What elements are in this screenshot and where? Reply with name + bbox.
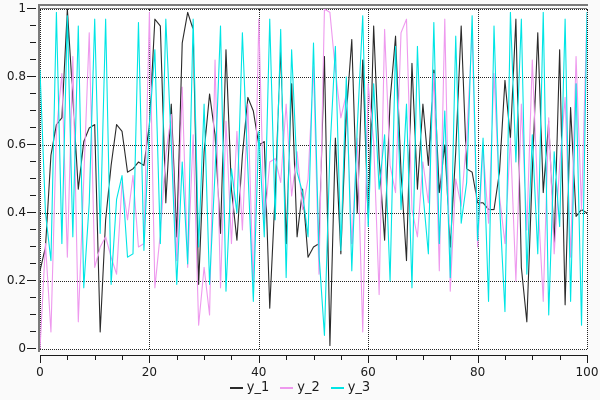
x-axis-major-tick [477, 355, 479, 363]
legend-item-y_3[interactable]: y_3 [330, 380, 371, 395]
x-axis-minor-tick [313, 355, 315, 360]
y-axis-tick-label: 0 [18, 341, 26, 355]
y-axis-tick-label: 1 [18, 1, 26, 15]
gridline-horizontal [40, 349, 587, 350]
plot-area [40, 8, 588, 350]
y-axis-tick-label: 0.8 [6, 69, 26, 83]
x-axis-tick-label: 60 [360, 365, 376, 379]
x-axis-major-tick [149, 355, 151, 363]
y-axis-major-tick [27, 76, 36, 77]
y-axis-major-tick [27, 212, 36, 213]
x-axis-tick-label: 100 [575, 365, 599, 379]
y-axis-minor-tick [30, 314, 36, 315]
legend-label-y_2: y_2 [297, 380, 320, 395]
gridline-vertical [587, 9, 588, 349]
x-axis-tick-label: 20 [141, 365, 158, 379]
y-axis-major-tick [27, 144, 36, 145]
gridline-vertical [149, 9, 151, 349]
y-axis-minor-tick [30, 229, 36, 230]
gridline-horizontal [40, 9, 587, 10]
x-axis-tick-label: 80 [469, 365, 486, 379]
legend-swatch-y_1 [229, 386, 243, 389]
gridline-vertical [40, 9, 41, 349]
y-axis-tick-label: 0.4 [6, 205, 26, 219]
x-axis-minor-tick [340, 355, 342, 360]
y-axis-minor-tick [30, 93, 36, 94]
legend-label-y_1: y_1 [246, 380, 270, 395]
x-axis-major-tick [368, 355, 370, 363]
y-axis-minor-tick [30, 331, 36, 332]
y-axis-major-tick [27, 8, 36, 9]
gridline-horizontal [40, 145, 587, 146]
legend-swatch-y_3 [330, 386, 344, 389]
y-axis-minor-tick [30, 195, 36, 196]
y-axis-minor-tick [30, 42, 36, 43]
x-axis-tick-label: 40 [251, 365, 267, 379]
series-line-y_2 [40, 9, 587, 349]
x-axis-minor-tick [504, 355, 506, 360]
series-canvas [40, 9, 587, 349]
x-axis-minor-tick [395, 355, 397, 360]
x-axis-major-tick [258, 355, 260, 363]
y-axis-minor-tick [30, 161, 36, 162]
x-axis-major-tick [587, 355, 588, 363]
legend-swatch-y_2 [280, 386, 294, 389]
x-axis-minor-tick [450, 355, 452, 360]
y-axis-major-tick [27, 280, 36, 281]
gridline-vertical [368, 9, 370, 349]
gridline-vertical [477, 9, 479, 349]
y-axis-minor-tick [30, 297, 36, 298]
gridline-vertical [258, 9, 260, 349]
y-axis-tick-label: 0.2 [6, 273, 26, 287]
y-axis-minor-tick [30, 110, 36, 111]
gridline-horizontal [40, 281, 587, 282]
y-axis-minor-tick [30, 127, 36, 128]
x-axis-minor-tick [94, 355, 96, 360]
y-axis-minor-tick [30, 25, 36, 26]
y-axis-major-tick [27, 348, 36, 349]
x-axis-minor-tick [122, 355, 124, 360]
gridline-horizontal [40, 213, 587, 214]
y-axis-minor-tick [30, 263, 36, 264]
x-axis-minor-tick [532, 355, 534, 360]
x-axis-minor-tick [559, 355, 561, 360]
x-axis-minor-tick [67, 355, 69, 360]
y-axis-minor-tick [30, 59, 36, 60]
series-line-y_1 [40, 9, 587, 347]
y-axis-minor-tick [30, 178, 36, 179]
x-axis-minor-tick [204, 355, 206, 360]
x-axis-major-tick [40, 355, 41, 363]
x-axis-minor-tick [422, 355, 424, 360]
legend-item-y_2[interactable]: y_2 [280, 380, 320, 395]
x-axis-minor-tick [286, 355, 288, 360]
legend-item-y_1[interactable]: y_1 [229, 380, 270, 395]
y-axis-tick-label: 0.6 [6, 137, 26, 151]
plot-frame-left-border [38, 4, 40, 352]
x-axis-minor-tick [231, 355, 233, 360]
y-axis-tick-labels: 0 0.2 0.4 0.6 0.8 1 [0, 0, 26, 400]
chart-legend: y_1 y_2 y_3 [0, 381, 600, 394]
legend-label-y_3: y_3 [347, 380, 371, 395]
x-axis-minor-tick [176, 355, 178, 360]
x-axis-tick-label: 0 [36, 365, 44, 379]
series-line-y_3 [40, 11, 587, 336]
plot-frame-top-border [38, 4, 588, 6]
y-axis-minor-tick [30, 246, 36, 247]
